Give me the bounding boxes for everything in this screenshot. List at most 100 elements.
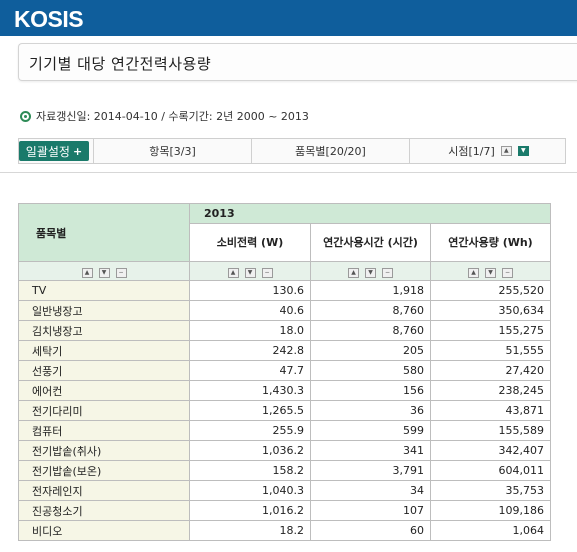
row-power: 1,036.2 (189, 440, 311, 461)
row-usage: 109,186 (430, 500, 551, 521)
row-hours: 580 (310, 360, 431, 381)
tab-period[interactable]: 시점[1/7] ▲ ▼ (409, 139, 567, 163)
row-hours: 107 (310, 500, 431, 521)
tab-items[interactable]: 항목[3/3] (93, 139, 251, 163)
row-power: 158.2 (189, 460, 311, 481)
sort-down-icon[interactable]: ▼ (98, 268, 110, 278)
table-row: 전자레인지 1,040.3 34 35,753 (18, 480, 551, 501)
row-power: 18.0 (189, 320, 311, 341)
row-usage: 51,555 (430, 340, 551, 361)
sort-controls: ▲ ▼ − (189, 261, 311, 281)
table-row: TV 130.6 1,918 255,520 (18, 280, 551, 301)
table-row: 전기밥솥(취사) 1,036.2 341 342,407 (18, 440, 551, 461)
row-usage: 155,589 (430, 420, 551, 441)
table-row: 진공청소기 1,016.2 107 109,186 (18, 500, 551, 521)
row-power: 130.6 (189, 280, 311, 301)
column-header-hours: 연간사용시간 (시간) (310, 223, 431, 262)
table-row: 컴퓨터 255.9 599 155,589 (18, 420, 551, 441)
row-power: 1,016.2 (189, 500, 311, 521)
column-header-usage: 연간사용량 (Wh) (430, 223, 551, 262)
bullet-icon (20, 110, 31, 122)
tab-categories-label: 품목별[20/20] (295, 145, 366, 158)
sort-reset-icon[interactable]: − (261, 268, 273, 278)
row-hours: 36 (310, 400, 431, 421)
row-hours: 8,760 (310, 300, 431, 321)
row-hours: 8,760 (310, 320, 431, 341)
sort-reset-icon[interactable]: − (115, 268, 127, 278)
row-header-label: 품목별 (36, 226, 67, 240)
table-row: 에어컨 1,430.3 156 238,245 (18, 380, 551, 401)
row-power: 1,265.5 (189, 400, 311, 421)
divider (0, 172, 577, 173)
table-row: 비디오 18.2 60 1,064 (18, 520, 551, 541)
row-usage: 35,753 (430, 480, 551, 501)
row-name: 선풍기 (18, 360, 190, 381)
sort-controls: ▲ ▼ − (430, 261, 551, 281)
row-power: 1,040.3 (189, 480, 311, 501)
sort-controls-row: ▲ ▼ − ▲ ▼ − ▲ ▼ − ▲ ▼ − (18, 261, 551, 281)
table-row: 전기다리미 1,265.5 36 43,871 (18, 400, 551, 421)
row-name: 전자레인지 (18, 480, 190, 501)
sort-up-icon[interactable]: ▲ (81, 268, 93, 278)
row-name: 진공청소기 (18, 500, 190, 521)
sort-down-icon[interactable]: ▼ (244, 268, 256, 278)
settings-bar: 일괄설정 + 항목[3/3] 품목별[20/20] 시점[1/7] ▲ ▼ (18, 138, 566, 164)
table-row: 세탁기 242.8 205 51,555 (18, 340, 551, 361)
year-label: 2013 (204, 207, 235, 220)
row-name: 에어컨 (18, 380, 190, 401)
table-row: 전기밥솥(보온) 158.2 3,791 604,011 (18, 460, 551, 481)
year-header: 2013 (189, 203, 551, 224)
row-power: 18.2 (189, 520, 311, 541)
row-name: 일반냉장고 (18, 300, 190, 321)
row-power: 1,430.3 (189, 380, 311, 401)
kosis-logo[interactable]: KOSIS (14, 6, 84, 32)
table-row: 일반냉장고 40.6 8,760 350,634 (18, 300, 551, 321)
row-name: 비디오 (18, 520, 190, 541)
sort-controls: ▲ ▼ − (18, 261, 190, 281)
row-hours: 34 (310, 480, 431, 501)
sort-up-icon[interactable]: ▲ (227, 268, 239, 278)
tab-categories[interactable]: 품목별[20/20] (251, 139, 409, 163)
row-usage: 1,064 (430, 520, 551, 541)
row-name: 김치냉장고 (18, 320, 190, 341)
row-power: 47.7 (189, 360, 311, 381)
row-header: 품목별 (18, 203, 190, 262)
row-hours: 3,791 (310, 460, 431, 481)
row-power: 242.8 (189, 340, 311, 361)
tab-items-label: 항목[3/3] (149, 145, 196, 158)
row-name: TV (18, 280, 190, 301)
row-name: 전기밥솥(보온) (18, 460, 190, 481)
row-name: 전기밥솥(취사) (18, 440, 190, 461)
row-hours: 341 (310, 440, 431, 461)
row-usage: 342,407 (430, 440, 551, 461)
row-name: 컴퓨터 (18, 420, 190, 441)
row-hours: 60 (310, 520, 431, 541)
row-hours: 599 (310, 420, 431, 441)
row-hours: 205 (310, 340, 431, 361)
row-power: 255.9 (189, 420, 311, 441)
row-hours: 1,918 (310, 280, 431, 301)
sort-reset-icon[interactable]: − (382, 268, 393, 278)
arrow-down-icon[interactable]: ▼ (517, 146, 529, 156)
sort-down-icon[interactable]: ▼ (485, 268, 496, 278)
row-usage: 255,520 (430, 280, 551, 301)
sort-down-icon[interactable]: ▼ (365, 268, 376, 278)
bulk-settings-button[interactable]: 일괄설정 + (19, 141, 89, 161)
data-table: 품목별 2013 소비전력 (W) 연간사용시간 (시간) 연간사용량 (Wh)… (18, 203, 551, 541)
row-usage: 604,011 (430, 460, 551, 481)
column-header-power: 소비전력 (W) (189, 223, 311, 262)
row-name: 전기다리미 (18, 400, 190, 421)
update-info: 자료갱신일: 2014-04-10 / 수록기간: 2년 2000 ~ 2013 (20, 108, 309, 124)
sort-up-icon[interactable]: ▲ (348, 268, 359, 278)
row-usage: 155,275 (430, 320, 551, 341)
row-usage: 27,420 (430, 360, 551, 381)
arrow-up-icon[interactable]: ▲ (500, 146, 512, 156)
sort-up-icon[interactable]: ▲ (468, 268, 479, 278)
row-hours: 156 (310, 380, 431, 401)
sort-reset-icon[interactable]: − (502, 268, 513, 278)
page-title: 기기별 대당 연간전력사용량 (29, 55, 212, 73)
plus-icon: + (72, 144, 83, 158)
row-name: 세탁기 (18, 340, 190, 361)
row-power: 40.6 (189, 300, 311, 321)
tab-period-label: 시점[1/7] (448, 145, 495, 158)
